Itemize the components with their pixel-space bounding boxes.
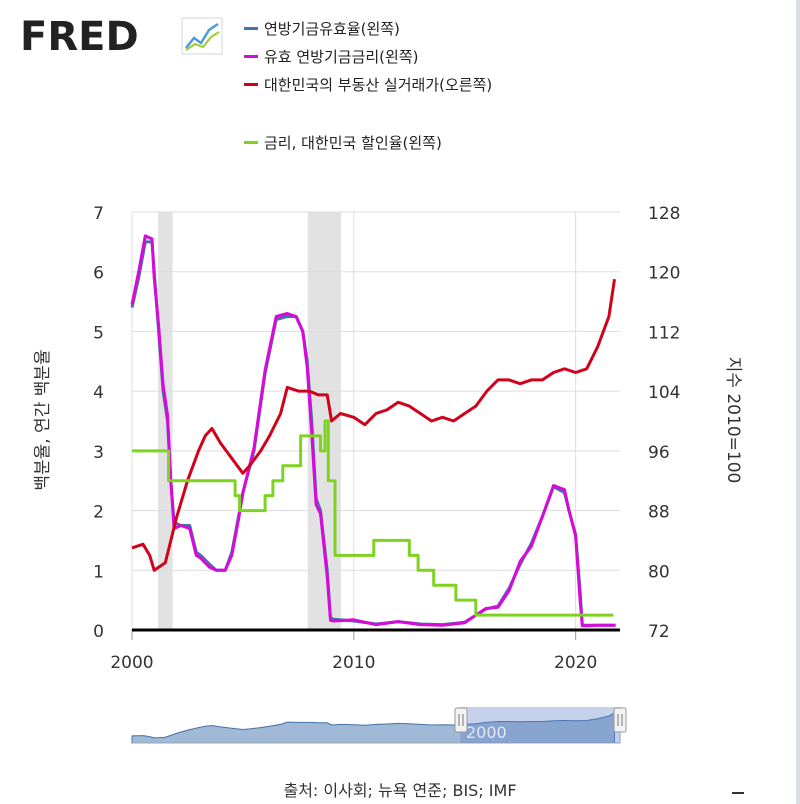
series-line-1[interactable] (130, 234, 616, 628)
y-right-tick-label: 104 (648, 383, 680, 403)
y-axis-left-label: 백분율, 연간 백분율 (33, 349, 53, 490)
legend-swatch (244, 26, 258, 30)
y-right-tick-label: 72 (648, 622, 670, 642)
navigator-label: 2000 (466, 723, 507, 742)
navigator-handle-left[interactable] (454, 707, 468, 733)
y-left-tick-label: 2 (93, 503, 104, 523)
y-axis-right-label: 지수 2010=100 (723, 357, 743, 484)
series-line-0[interactable] (130, 240, 616, 627)
y-right-tick-label: 96 (648, 443, 670, 463)
y-left-tick-label: 7 (93, 204, 104, 224)
y-left-tick-label: 6 (93, 264, 104, 284)
navigator-handle-right[interactable] (613, 707, 627, 733)
legend-item-effr[interactable]: 연방기금유효율(왼쪽) (244, 14, 492, 42)
fred-graph-icon (181, 17, 223, 55)
legend-swatch (244, 54, 258, 58)
y-left-tick-label: 5 (93, 323, 104, 343)
fred-logo[interactable]: FRED (20, 12, 230, 64)
y-left-tick-label: 1 (93, 562, 104, 582)
y-left-tick-label: 3 (93, 443, 104, 463)
y-right-tick-label: 128 (648, 204, 680, 224)
axes: 0 1 2 3 4 5 6 7 72 80 88 96 104 112 120 128 2000 2010 2020 (93, 204, 680, 673)
y-left-tick-label: 4 (93, 383, 104, 403)
y-right-tick-label: 120 (648, 264, 680, 284)
source-note: 출처: 이사회; 뉴욕 연준; BIS; IMF (283, 781, 517, 800)
legend-item-effective-ffr[interactable]: 유효 연방기금금리(왼쪽) (244, 42, 492, 70)
navigator-area (131, 711, 615, 744)
legend-swatch (244, 140, 258, 144)
range-navigator[interactable]: 2000 (131, 707, 627, 744)
legend-label: 금리, 대한민국 할인율(왼쪽) (264, 133, 442, 152)
fred-wordmark: FRED (20, 14, 139, 60)
y-right-tick-label: 112 (648, 323, 680, 343)
series-line-2[interactable] (131, 278, 616, 572)
x-tick-label: 2020 (554, 653, 597, 673)
navigator-selection[interactable] (461, 707, 620, 743)
grid (131, 211, 620, 630)
series (130, 234, 616, 628)
y-left-tick-label: 0 (93, 622, 104, 642)
fullscreen-icon[interactable] (732, 792, 744, 800)
legend-label: 유효 연방기금금리(왼쪽) (264, 47, 419, 66)
legend-label: 연방기금유효율(왼쪽) (264, 19, 400, 38)
series-line-3[interactable] (132, 419, 614, 617)
legend-item-korea-housing[interactable]: 대한민국의 부동산 실거래가(오른쪽) (244, 70, 492, 98)
recession-bands (157, 212, 341, 630)
y-right-tick-label: 80 (648, 562, 670, 582)
legend-item-korea-discount[interactable]: 금리, 대한민국 할인율(왼쪽) (244, 128, 492, 156)
recession-band (157, 212, 173, 630)
legend-label: 대한민국의 부동산 실거래가(오른쪽) (264, 75, 493, 94)
chart: 0 1 2 3 4 5 6 7 72 80 88 96 104 112 120 128 2000 2010 2020… (33, 204, 743, 744)
legend-swatch (244, 82, 258, 86)
y-right-tick-label: 88 (648, 503, 670, 523)
x-tick-label: 2010 (332, 653, 375, 673)
x-tick-label: 2000 (110, 653, 153, 673)
legend: 연방기금유효율(왼쪽) 유효 연방기금금리(왼쪽) 대한민국의 부동산 실거래가… (244, 14, 492, 156)
